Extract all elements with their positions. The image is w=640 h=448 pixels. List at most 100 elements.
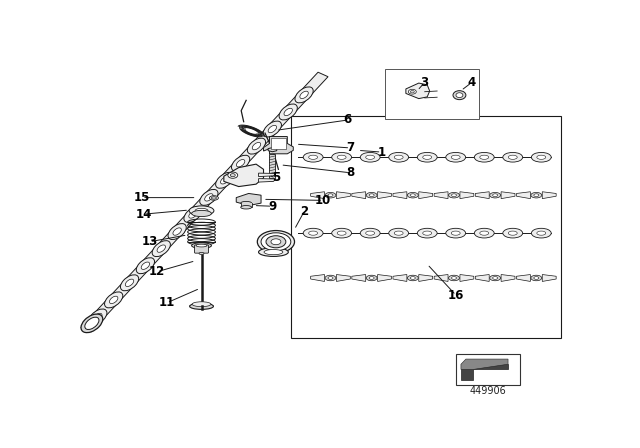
Ellipse shape — [508, 231, 517, 235]
Ellipse shape — [325, 193, 336, 198]
Ellipse shape — [216, 172, 234, 188]
Ellipse shape — [189, 211, 197, 218]
Ellipse shape — [295, 87, 313, 103]
Ellipse shape — [423, 231, 431, 235]
Ellipse shape — [168, 224, 186, 240]
Ellipse shape — [493, 276, 498, 280]
Bar — [269, 154, 275, 178]
Text: 7: 7 — [346, 142, 355, 155]
Ellipse shape — [474, 152, 494, 162]
Text: 13: 13 — [141, 235, 157, 248]
Ellipse shape — [449, 193, 460, 198]
Ellipse shape — [279, 104, 298, 120]
Ellipse shape — [531, 152, 551, 162]
Ellipse shape — [417, 152, 437, 162]
Ellipse shape — [474, 228, 494, 238]
Ellipse shape — [531, 228, 551, 238]
Bar — [385, 69, 479, 119]
Ellipse shape — [252, 142, 260, 150]
Ellipse shape — [410, 194, 415, 197]
Polygon shape — [378, 192, 392, 198]
Ellipse shape — [369, 276, 374, 280]
Polygon shape — [476, 275, 489, 281]
Polygon shape — [393, 275, 407, 281]
Polygon shape — [337, 192, 350, 198]
Polygon shape — [476, 192, 489, 198]
Polygon shape — [236, 194, 261, 206]
Polygon shape — [268, 147, 276, 152]
Ellipse shape — [195, 208, 208, 213]
Text: 5: 5 — [272, 172, 280, 185]
Ellipse shape — [365, 231, 374, 235]
Polygon shape — [419, 275, 433, 281]
Ellipse shape — [453, 90, 466, 99]
Ellipse shape — [209, 196, 218, 200]
Ellipse shape — [157, 245, 166, 252]
Ellipse shape — [410, 276, 415, 280]
Ellipse shape — [451, 155, 460, 159]
Ellipse shape — [408, 193, 419, 198]
Ellipse shape — [388, 228, 408, 238]
Ellipse shape — [152, 241, 170, 257]
Ellipse shape — [81, 314, 103, 332]
Ellipse shape — [417, 228, 437, 238]
Ellipse shape — [337, 231, 346, 235]
Ellipse shape — [93, 313, 102, 321]
Ellipse shape — [360, 152, 380, 162]
Text: 12: 12 — [148, 265, 165, 278]
Polygon shape — [461, 364, 508, 380]
Ellipse shape — [534, 194, 539, 197]
Ellipse shape — [199, 253, 204, 254]
Bar — [456, 354, 520, 385]
Ellipse shape — [303, 152, 323, 162]
Ellipse shape — [191, 211, 211, 216]
Ellipse shape — [104, 292, 123, 308]
Ellipse shape — [503, 228, 523, 238]
Ellipse shape — [537, 231, 546, 235]
Ellipse shape — [303, 228, 323, 238]
Text: 3: 3 — [420, 76, 429, 89]
Text: 4: 4 — [468, 76, 476, 89]
Ellipse shape — [337, 155, 346, 159]
Ellipse shape — [451, 231, 460, 235]
Polygon shape — [542, 275, 556, 281]
Polygon shape — [259, 179, 276, 182]
Ellipse shape — [109, 296, 118, 304]
Ellipse shape — [136, 258, 154, 274]
Ellipse shape — [85, 317, 99, 329]
Ellipse shape — [332, 152, 351, 162]
Ellipse shape — [241, 206, 252, 209]
Ellipse shape — [300, 91, 308, 99]
Polygon shape — [516, 275, 531, 281]
Ellipse shape — [189, 303, 213, 310]
Ellipse shape — [184, 207, 202, 223]
Ellipse shape — [388, 152, 408, 162]
Ellipse shape — [423, 155, 431, 159]
Ellipse shape — [271, 239, 281, 245]
Ellipse shape — [480, 231, 489, 235]
Polygon shape — [378, 275, 392, 281]
Text: 1: 1 — [378, 146, 386, 159]
Ellipse shape — [408, 275, 419, 281]
Ellipse shape — [328, 276, 333, 280]
Ellipse shape — [263, 121, 282, 137]
Ellipse shape — [410, 90, 414, 93]
Ellipse shape — [200, 190, 218, 205]
Ellipse shape — [366, 275, 377, 281]
Ellipse shape — [259, 248, 288, 256]
Polygon shape — [352, 275, 365, 281]
Polygon shape — [259, 173, 276, 177]
Polygon shape — [264, 137, 293, 154]
Ellipse shape — [125, 279, 134, 286]
Ellipse shape — [531, 193, 542, 198]
Ellipse shape — [446, 152, 466, 162]
Ellipse shape — [196, 244, 207, 247]
Polygon shape — [271, 138, 286, 149]
Polygon shape — [460, 275, 474, 281]
Ellipse shape — [531, 275, 542, 281]
Ellipse shape — [451, 276, 456, 280]
Ellipse shape — [537, 155, 546, 159]
Ellipse shape — [205, 194, 213, 201]
Polygon shape — [352, 192, 365, 198]
Text: 449906: 449906 — [470, 386, 507, 396]
